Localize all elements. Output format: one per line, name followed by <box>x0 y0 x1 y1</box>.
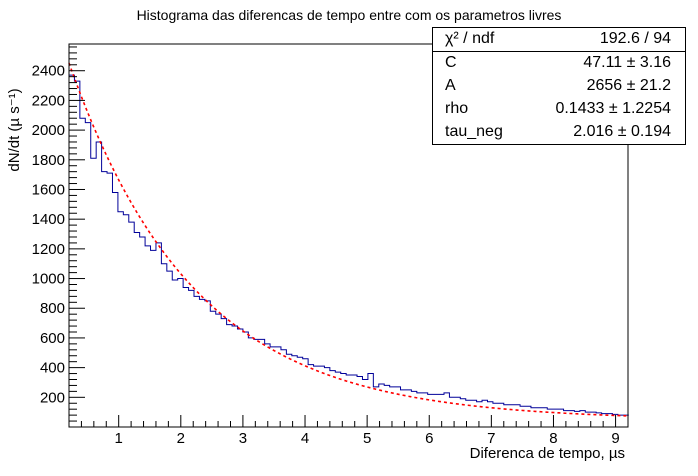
x-tick-label: 3 <box>239 430 247 447</box>
stat-row-chi2: χ² / ndf 192.6 / 94 <box>433 28 685 52</box>
x-tick-label: 6 <box>425 430 433 447</box>
x-tick-label: 5 <box>363 430 371 447</box>
stat-name: χ² / ndf <box>445 30 495 47</box>
histogram-series <box>69 74 629 416</box>
stat-name: C <box>445 54 457 71</box>
histogram-outline <box>69 74 629 416</box>
x-tick-label: 1 <box>115 430 123 447</box>
stat-name: rho <box>445 100 469 117</box>
plot-frame <box>68 43 629 428</box>
fit-statistics-box: χ² / ndf 192.6 / 94 C 47.11 ± 3.16 A 265… <box>432 27 686 145</box>
y-tick-label: 2400 <box>32 63 65 80</box>
chart-title: Histograma das diferencas de tempo entre… <box>137 7 562 23</box>
y-axis: 200 400 600 800 1000 1200 1400 1600 1800 2000 2200… <box>32 46 85 422</box>
stat-value: 0.1433 ± 1.2254 <box>555 100 671 117</box>
y-tick-label: 1200 <box>32 241 65 258</box>
x-axis: 1 2 3 4 5 6 7 8 9 <box>68 415 629 447</box>
x-tick-label: 8 <box>549 430 557 447</box>
y-tick-label: 1800 <box>32 152 65 169</box>
stat-name: tau_neg <box>445 123 503 140</box>
stat-name: A <box>445 77 456 94</box>
y-tick-label: 800 <box>40 300 65 317</box>
stat-value: 192.6 / 94 <box>599 30 671 47</box>
stat-value: 2.016 ± 0.194 <box>573 123 671 140</box>
x-tick-label: 7 <box>487 430 495 447</box>
fit-curve <box>68 62 629 417</box>
stat-row-c: C 47.11 ± 3.16 <box>433 52 685 75</box>
stat-value: 47.11 ± 3.16 <box>583 54 671 71</box>
stat-row-rho: rho 0.1433 ± 1.2254 <box>433 98 685 121</box>
fit-curve-series <box>68 62 629 417</box>
x-axis-label: Diferenca de tempo, µs <box>470 445 625 462</box>
x-tick-label: 4 <box>301 430 309 447</box>
y-tick-label: 2000 <box>32 122 65 139</box>
y-tick-label: 600 <box>40 330 65 347</box>
stat-row-tau-neg: tau_neg 2.016 ± 0.194 <box>433 121 685 144</box>
stat-value: 2656 ± 21.2 <box>586 77 671 94</box>
stat-row-a: A 2656 ± 21.2 <box>433 75 685 98</box>
y-tick-label: 200 <box>40 389 65 406</box>
y-axis-label: dN/dt (µ s⁻¹) <box>6 88 23 171</box>
y-tick-label: 1000 <box>32 271 65 288</box>
y-tick-label: 1400 <box>32 211 65 228</box>
y-tick-label: 1600 <box>32 181 65 198</box>
y-tick-label: 400 <box>40 360 65 377</box>
x-tick-label: 9 <box>611 430 619 447</box>
x-tick-label: 2 <box>177 430 185 447</box>
y-tick-label: 2200 <box>32 92 65 109</box>
